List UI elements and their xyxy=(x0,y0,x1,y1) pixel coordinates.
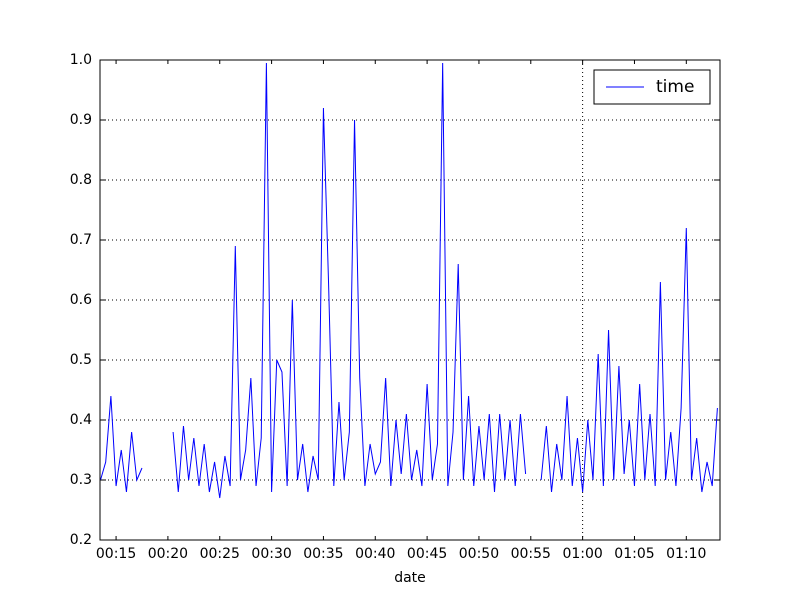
x-axis-label: date xyxy=(394,570,426,586)
x-tick-label: 01:00 xyxy=(562,546,602,562)
x-tick-label: 00:30 xyxy=(251,546,291,562)
y-tick-label: 1.0 xyxy=(70,52,92,68)
y-tick-label: 0.6 xyxy=(70,292,92,308)
x-tick-label: 00:20 xyxy=(148,546,188,562)
y-tick-label: 0.2 xyxy=(70,532,92,548)
x-tick-label: 00:45 xyxy=(407,546,447,562)
x-tick-label: 01:10 xyxy=(666,546,706,562)
x-tick-label: 00:35 xyxy=(303,546,343,562)
y-tick-label: 0.5 xyxy=(70,352,92,368)
y-tick-label: 0.8 xyxy=(70,172,92,188)
x-tick-label: 00:15 xyxy=(96,546,136,562)
x-tick-label: 00:25 xyxy=(200,546,240,562)
x-tick-label: 01:05 xyxy=(614,546,654,562)
y-tick-label: 0.9 xyxy=(70,112,92,128)
x-tick-label: 00:40 xyxy=(355,546,395,562)
x-tick-label: 00:55 xyxy=(511,546,551,562)
legend-label: time xyxy=(656,77,694,97)
y-tick-label: 0.3 xyxy=(70,472,92,488)
series-line xyxy=(100,62,718,499)
plot-frame xyxy=(99,59,721,541)
y-tick-label: 0.4 xyxy=(70,412,92,428)
x-tick-label: 00:50 xyxy=(459,546,499,562)
y-tick-label: 0.7 xyxy=(70,232,92,248)
